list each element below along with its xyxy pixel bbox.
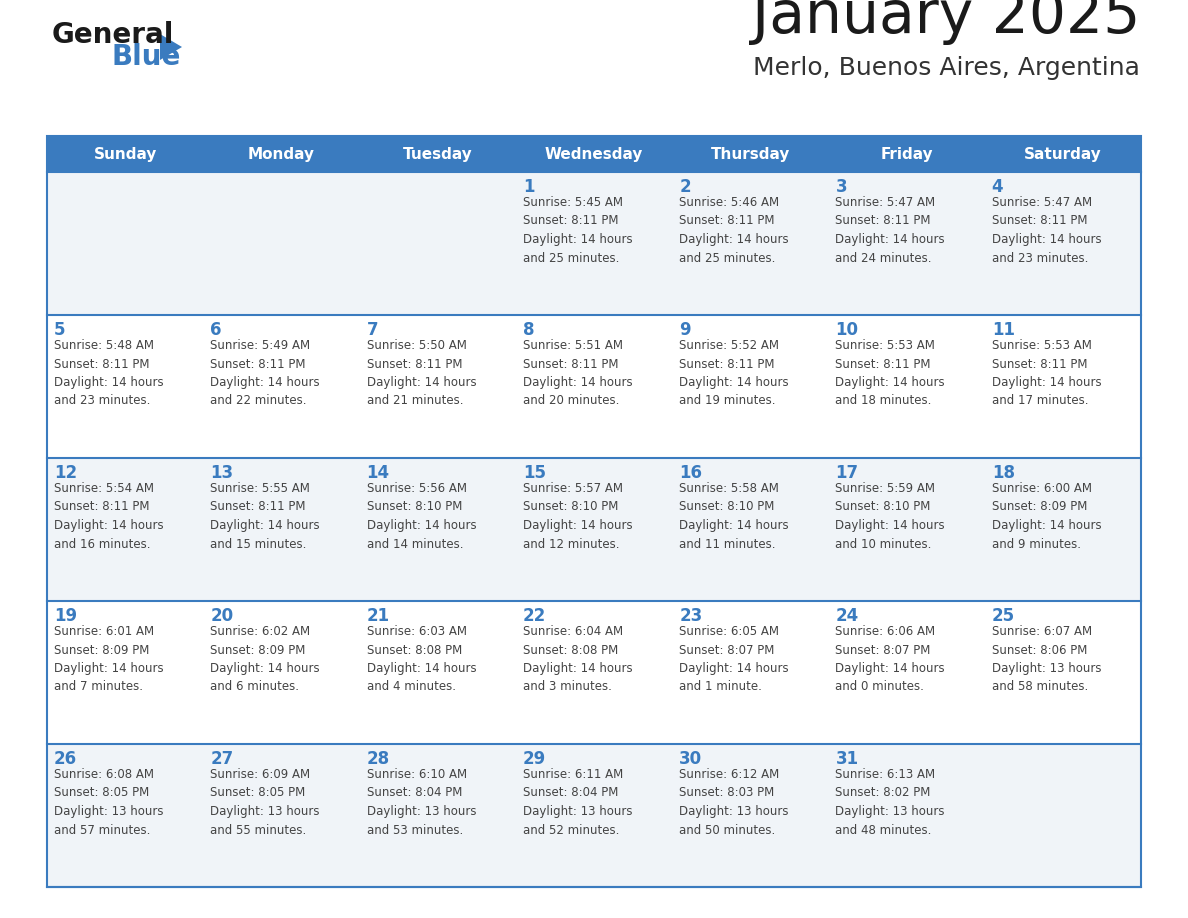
Text: 31: 31: [835, 750, 859, 768]
Text: 23: 23: [680, 607, 702, 625]
Text: 19: 19: [53, 607, 77, 625]
Text: Sunrise: 5:45 AM
Sunset: 8:11 PM
Daylight: 14 hours
and 25 minutes.: Sunrise: 5:45 AM Sunset: 8:11 PM Dayligh…: [523, 196, 632, 264]
Bar: [48, 315, 1140, 458]
Text: 3: 3: [835, 178, 847, 196]
Text: 1: 1: [523, 178, 535, 196]
Text: Sunrise: 6:05 AM
Sunset: 8:07 PM
Daylight: 14 hours
and 1 minute.: Sunrise: 6:05 AM Sunset: 8:07 PM Dayligh…: [680, 625, 789, 693]
Bar: [48, 601, 1140, 744]
Text: Sunrise: 5:47 AM
Sunset: 8:11 PM
Daylight: 14 hours
and 23 minutes.: Sunrise: 5:47 AM Sunset: 8:11 PM Dayligh…: [992, 196, 1101, 264]
Text: 26: 26: [53, 750, 77, 768]
Text: Sunrise: 6:11 AM
Sunset: 8:04 PM
Daylight: 13 hours
and 52 minutes.: Sunrise: 6:11 AM Sunset: 8:04 PM Dayligh…: [523, 768, 632, 836]
Text: Sunrise: 5:50 AM
Sunset: 8:11 PM
Daylight: 14 hours
and 21 minutes.: Sunrise: 5:50 AM Sunset: 8:11 PM Dayligh…: [367, 339, 476, 408]
Bar: [48, 458, 1140, 601]
Text: Merlo, Buenos Aires, Argentina: Merlo, Buenos Aires, Argentina: [753, 56, 1140, 80]
Text: 21: 21: [367, 607, 390, 625]
Text: 24: 24: [835, 607, 859, 625]
Text: Wednesday: Wednesday: [545, 147, 643, 162]
Text: Tuesday: Tuesday: [403, 147, 473, 162]
Text: Sunrise: 5:58 AM
Sunset: 8:10 PM
Daylight: 14 hours
and 11 minutes.: Sunrise: 5:58 AM Sunset: 8:10 PM Dayligh…: [680, 482, 789, 551]
Text: 22: 22: [523, 607, 546, 625]
Text: 25: 25: [992, 607, 1015, 625]
Bar: [48, 136, 1140, 172]
Text: 17: 17: [835, 464, 859, 482]
Text: 12: 12: [53, 464, 77, 482]
Text: 16: 16: [680, 464, 702, 482]
Text: 15: 15: [523, 464, 545, 482]
Text: Sunrise: 5:56 AM
Sunset: 8:10 PM
Daylight: 14 hours
and 14 minutes.: Sunrise: 5:56 AM Sunset: 8:10 PM Dayligh…: [367, 482, 476, 551]
Text: Saturday: Saturday: [1024, 147, 1101, 162]
Text: Sunrise: 5:59 AM
Sunset: 8:10 PM
Daylight: 14 hours
and 10 minutes.: Sunrise: 5:59 AM Sunset: 8:10 PM Dayligh…: [835, 482, 944, 551]
Text: Thursday: Thursday: [710, 147, 790, 162]
Text: Sunrise: 6:07 AM
Sunset: 8:06 PM
Daylight: 13 hours
and 58 minutes.: Sunrise: 6:07 AM Sunset: 8:06 PM Dayligh…: [992, 625, 1101, 693]
Text: 14: 14: [367, 464, 390, 482]
Text: Sunrise: 6:04 AM
Sunset: 8:08 PM
Daylight: 14 hours
and 3 minutes.: Sunrise: 6:04 AM Sunset: 8:08 PM Dayligh…: [523, 625, 632, 693]
Text: Sunrise: 5:47 AM
Sunset: 8:11 PM
Daylight: 14 hours
and 24 minutes.: Sunrise: 5:47 AM Sunset: 8:11 PM Dayligh…: [835, 196, 944, 264]
Bar: [48, 744, 1140, 887]
Text: Sunrise: 5:54 AM
Sunset: 8:11 PM
Daylight: 14 hours
and 16 minutes.: Sunrise: 5:54 AM Sunset: 8:11 PM Dayligh…: [53, 482, 164, 551]
Text: Sunrise: 6:12 AM
Sunset: 8:03 PM
Daylight: 13 hours
and 50 minutes.: Sunrise: 6:12 AM Sunset: 8:03 PM Dayligh…: [680, 768, 789, 836]
Text: Sunrise: 6:09 AM
Sunset: 8:05 PM
Daylight: 13 hours
and 55 minutes.: Sunrise: 6:09 AM Sunset: 8:05 PM Dayligh…: [210, 768, 320, 836]
Text: 2: 2: [680, 178, 690, 196]
Polygon shape: [160, 34, 182, 60]
Text: 9: 9: [680, 321, 690, 339]
Text: 5: 5: [53, 321, 65, 339]
Text: 10: 10: [835, 321, 859, 339]
Text: 6: 6: [210, 321, 222, 339]
Text: 8: 8: [523, 321, 535, 339]
Text: Sunrise: 6:02 AM
Sunset: 8:09 PM
Daylight: 14 hours
and 6 minutes.: Sunrise: 6:02 AM Sunset: 8:09 PM Dayligh…: [210, 625, 320, 693]
Text: 7: 7: [367, 321, 378, 339]
Text: 4: 4: [992, 178, 1004, 196]
Text: General: General: [52, 21, 175, 49]
Text: 20: 20: [210, 607, 233, 625]
Text: 13: 13: [210, 464, 233, 482]
Text: Sunrise: 6:00 AM
Sunset: 8:09 PM
Daylight: 14 hours
and 9 minutes.: Sunrise: 6:00 AM Sunset: 8:09 PM Dayligh…: [992, 482, 1101, 551]
Text: Sunrise: 6:10 AM
Sunset: 8:04 PM
Daylight: 13 hours
and 53 minutes.: Sunrise: 6:10 AM Sunset: 8:04 PM Dayligh…: [367, 768, 476, 836]
Text: Sunrise: 5:52 AM
Sunset: 8:11 PM
Daylight: 14 hours
and 19 minutes.: Sunrise: 5:52 AM Sunset: 8:11 PM Dayligh…: [680, 339, 789, 408]
Text: January 2025: January 2025: [752, 0, 1140, 45]
Text: Sunrise: 5:57 AM
Sunset: 8:10 PM
Daylight: 14 hours
and 12 minutes.: Sunrise: 5:57 AM Sunset: 8:10 PM Dayligh…: [523, 482, 632, 551]
Bar: [48, 172, 1140, 315]
Text: Sunrise: 5:49 AM
Sunset: 8:11 PM
Daylight: 14 hours
and 22 minutes.: Sunrise: 5:49 AM Sunset: 8:11 PM Dayligh…: [210, 339, 320, 408]
Text: Sunrise: 5:46 AM
Sunset: 8:11 PM
Daylight: 14 hours
and 25 minutes.: Sunrise: 5:46 AM Sunset: 8:11 PM Dayligh…: [680, 196, 789, 264]
Text: 11: 11: [992, 321, 1015, 339]
Text: Sunrise: 5:48 AM
Sunset: 8:11 PM
Daylight: 14 hours
and 23 minutes.: Sunrise: 5:48 AM Sunset: 8:11 PM Dayligh…: [53, 339, 164, 408]
Text: Sunrise: 5:53 AM
Sunset: 8:11 PM
Daylight: 14 hours
and 17 minutes.: Sunrise: 5:53 AM Sunset: 8:11 PM Dayligh…: [992, 339, 1101, 408]
Text: Blue: Blue: [112, 43, 182, 71]
Text: Friday: Friday: [880, 147, 933, 162]
Text: Sunrise: 5:55 AM
Sunset: 8:11 PM
Daylight: 14 hours
and 15 minutes.: Sunrise: 5:55 AM Sunset: 8:11 PM Dayligh…: [210, 482, 320, 551]
Text: 28: 28: [367, 750, 390, 768]
Text: Sunrise: 5:53 AM
Sunset: 8:11 PM
Daylight: 14 hours
and 18 minutes.: Sunrise: 5:53 AM Sunset: 8:11 PM Dayligh…: [835, 339, 944, 408]
Text: Sunrise: 6:01 AM
Sunset: 8:09 PM
Daylight: 14 hours
and 7 minutes.: Sunrise: 6:01 AM Sunset: 8:09 PM Dayligh…: [53, 625, 164, 693]
Text: Sunrise: 6:08 AM
Sunset: 8:05 PM
Daylight: 13 hours
and 57 minutes.: Sunrise: 6:08 AM Sunset: 8:05 PM Dayligh…: [53, 768, 164, 836]
Text: 18: 18: [992, 464, 1015, 482]
Text: 27: 27: [210, 750, 234, 768]
Bar: [48, 136, 1140, 887]
Text: Sunrise: 6:13 AM
Sunset: 8:02 PM
Daylight: 13 hours
and 48 minutes.: Sunrise: 6:13 AM Sunset: 8:02 PM Dayligh…: [835, 768, 944, 836]
Text: Monday: Monday: [248, 147, 315, 162]
Text: 29: 29: [523, 750, 546, 768]
Text: Sunrise: 6:03 AM
Sunset: 8:08 PM
Daylight: 14 hours
and 4 minutes.: Sunrise: 6:03 AM Sunset: 8:08 PM Dayligh…: [367, 625, 476, 693]
Text: Sunday: Sunday: [94, 147, 157, 162]
Text: Sunrise: 6:06 AM
Sunset: 8:07 PM
Daylight: 14 hours
and 0 minutes.: Sunrise: 6:06 AM Sunset: 8:07 PM Dayligh…: [835, 625, 944, 693]
Text: 30: 30: [680, 750, 702, 768]
Text: Sunrise: 5:51 AM
Sunset: 8:11 PM
Daylight: 14 hours
and 20 minutes.: Sunrise: 5:51 AM Sunset: 8:11 PM Dayligh…: [523, 339, 632, 408]
